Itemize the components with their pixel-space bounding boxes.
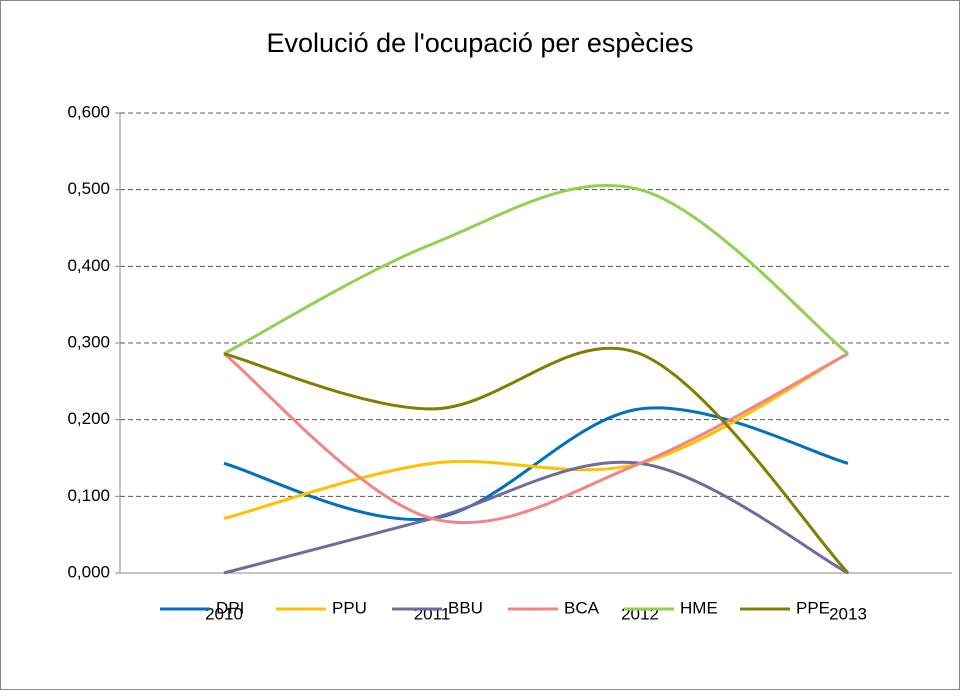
y-tick-label: 0,300 [67, 332, 110, 351]
y-tick-label: 0,500 [67, 179, 110, 198]
series-line [223, 184, 849, 356]
legend-label: HME [680, 598, 718, 617]
legend-label: PPU [332, 598, 367, 617]
y-tick-label: 0,000 [67, 562, 110, 581]
series-line [223, 406, 849, 522]
x-tick-label: 2011 [414, 604, 451, 623]
x-tick-label: 2013 [829, 604, 867, 623]
series-line [223, 352, 849, 521]
chart-title: Evolució de l'ocupació per espècies [267, 28, 694, 58]
y-tick-label: 0,100 [67, 486, 110, 505]
legend-label: DPI [216, 598, 244, 617]
y-tick-label: 0,200 [67, 409, 110, 428]
legend-label: PPE [796, 598, 830, 617]
legend-label: BCA [564, 598, 600, 617]
x-tick-label: 2010 [205, 604, 243, 623]
series-line [223, 460, 849, 575]
series-line [223, 346, 850, 575]
y-tick-label: 0,600 [67, 102, 110, 121]
series-line [223, 352, 849, 525]
y-tick-label: 0,400 [67, 256, 110, 275]
x-tick-label: 2012 [621, 604, 659, 623]
legend-label: BBU [448, 598, 483, 617]
